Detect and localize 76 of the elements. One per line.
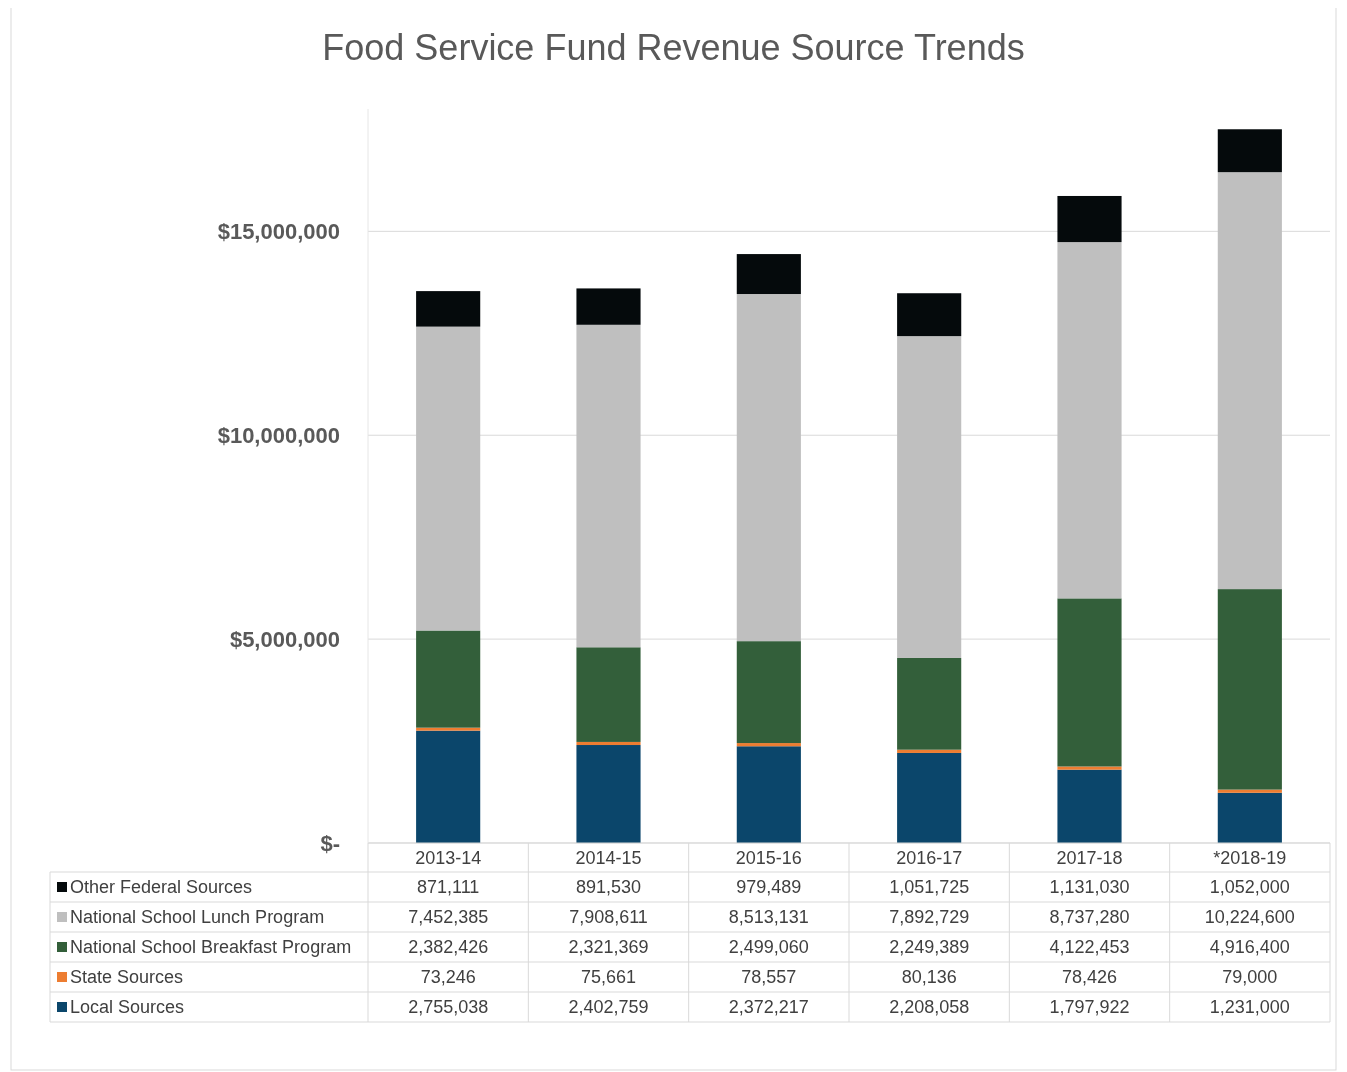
data-label: 78,557 [741, 967, 797, 988]
chart-title: Food Service Fund Revenue Source Trends [322, 27, 1025, 68]
x-tick-label: 2016-17 [896, 847, 963, 868]
data-label: 75,661 [580, 967, 637, 988]
data-label: 891,530 [575, 877, 642, 898]
data-label: 73,246 [420, 967, 476, 988]
data-label: 2,249,389 [889, 937, 970, 958]
x-tick-label: 2014-15 [575, 847, 642, 868]
bar [576, 647, 641, 742]
data-label: 4,122,453 [1049, 937, 1130, 958]
bar [736, 743, 801, 747]
bar [1217, 589, 1282, 790]
x-tick-label: *2018-19 [1213, 847, 1287, 868]
y-tick-label: $5,000,000 [229, 626, 340, 652]
bar [897, 749, 962, 753]
data-label: 10,224,600 [1204, 907, 1295, 928]
bar [897, 752, 962, 843]
data-label: 1,131,030 [1049, 877, 1130, 898]
data-label: 2,499,060 [728, 937, 809, 958]
bar [736, 254, 801, 295]
legend-label: Other Federal Sources [70, 877, 253, 898]
x-tick-label: 2015-16 [735, 847, 802, 868]
bar [1217, 789, 1282, 793]
data-label: 7,452,385 [408, 907, 489, 928]
data-label: 7,908,611 [569, 907, 648, 928]
data-label: 4,916,400 [1209, 937, 1290, 958]
data-label: 2,372,217 [728, 997, 809, 1018]
bar [1057, 195, 1122, 243]
bar [1057, 242, 1122, 599]
bar [1057, 766, 1122, 770]
data-label: 979,489 [736, 877, 802, 898]
x-tick-label: 2013-14 [415, 847, 482, 868]
data-label: 8,737,280 [1049, 907, 1130, 928]
bar [576, 324, 641, 648]
data-label: 871,111 [416, 877, 480, 898]
y-tick-label: $10,000,000 [217, 422, 340, 448]
data-label: 2,755,038 [408, 997, 489, 1018]
x-tick-label: 2017-18 [1056, 847, 1123, 868]
bar [416, 630, 481, 728]
data-label: 78,426 [1061, 967, 1118, 988]
data-label: 8,513,131 [728, 907, 809, 928]
bar [1057, 598, 1122, 767]
legend-label: National School Lunch Program [70, 907, 325, 928]
legend-label: Local Sources [70, 997, 185, 1018]
data-label: 2,382,426 [408, 937, 489, 958]
bar [736, 641, 801, 744]
legend-label: State Sources [70, 967, 184, 988]
data-label: 1,051,725 [889, 877, 970, 898]
data-label: 1,231,000 [1209, 997, 1290, 1018]
data-label: 80,136 [901, 967, 957, 988]
data-label: 2,321,369 [568, 937, 649, 958]
bar [576, 741, 641, 746]
data-label: 1,052,000 [1209, 877, 1290, 898]
bar [416, 291, 481, 327]
bar [736, 294, 801, 642]
bar [897, 336, 962, 658]
data-label: 2,402,759 [568, 997, 649, 1018]
legend-label: National School Breakfast Program [70, 937, 352, 958]
bar [1057, 769, 1122, 843]
y-tick-label: $15,000,000 [217, 219, 340, 245]
bar [576, 288, 641, 325]
bar [897, 293, 962, 337]
data-label: 1,797,922 [1049, 997, 1130, 1018]
bar [1217, 172, 1282, 590]
data-label: 2,208,058 [889, 997, 970, 1018]
bar [736, 746, 801, 843]
bar [897, 657, 962, 750]
bar [416, 326, 481, 631]
bar [1217, 129, 1282, 173]
bar [416, 727, 481, 731]
data-label: 79,000 [1222, 967, 1278, 988]
data-label: 7,892,729 [889, 907, 970, 928]
bar [576, 745, 641, 843]
y-tick-label: $- [320, 830, 340, 856]
bar [416, 730, 481, 843]
bar [1217, 792, 1282, 843]
